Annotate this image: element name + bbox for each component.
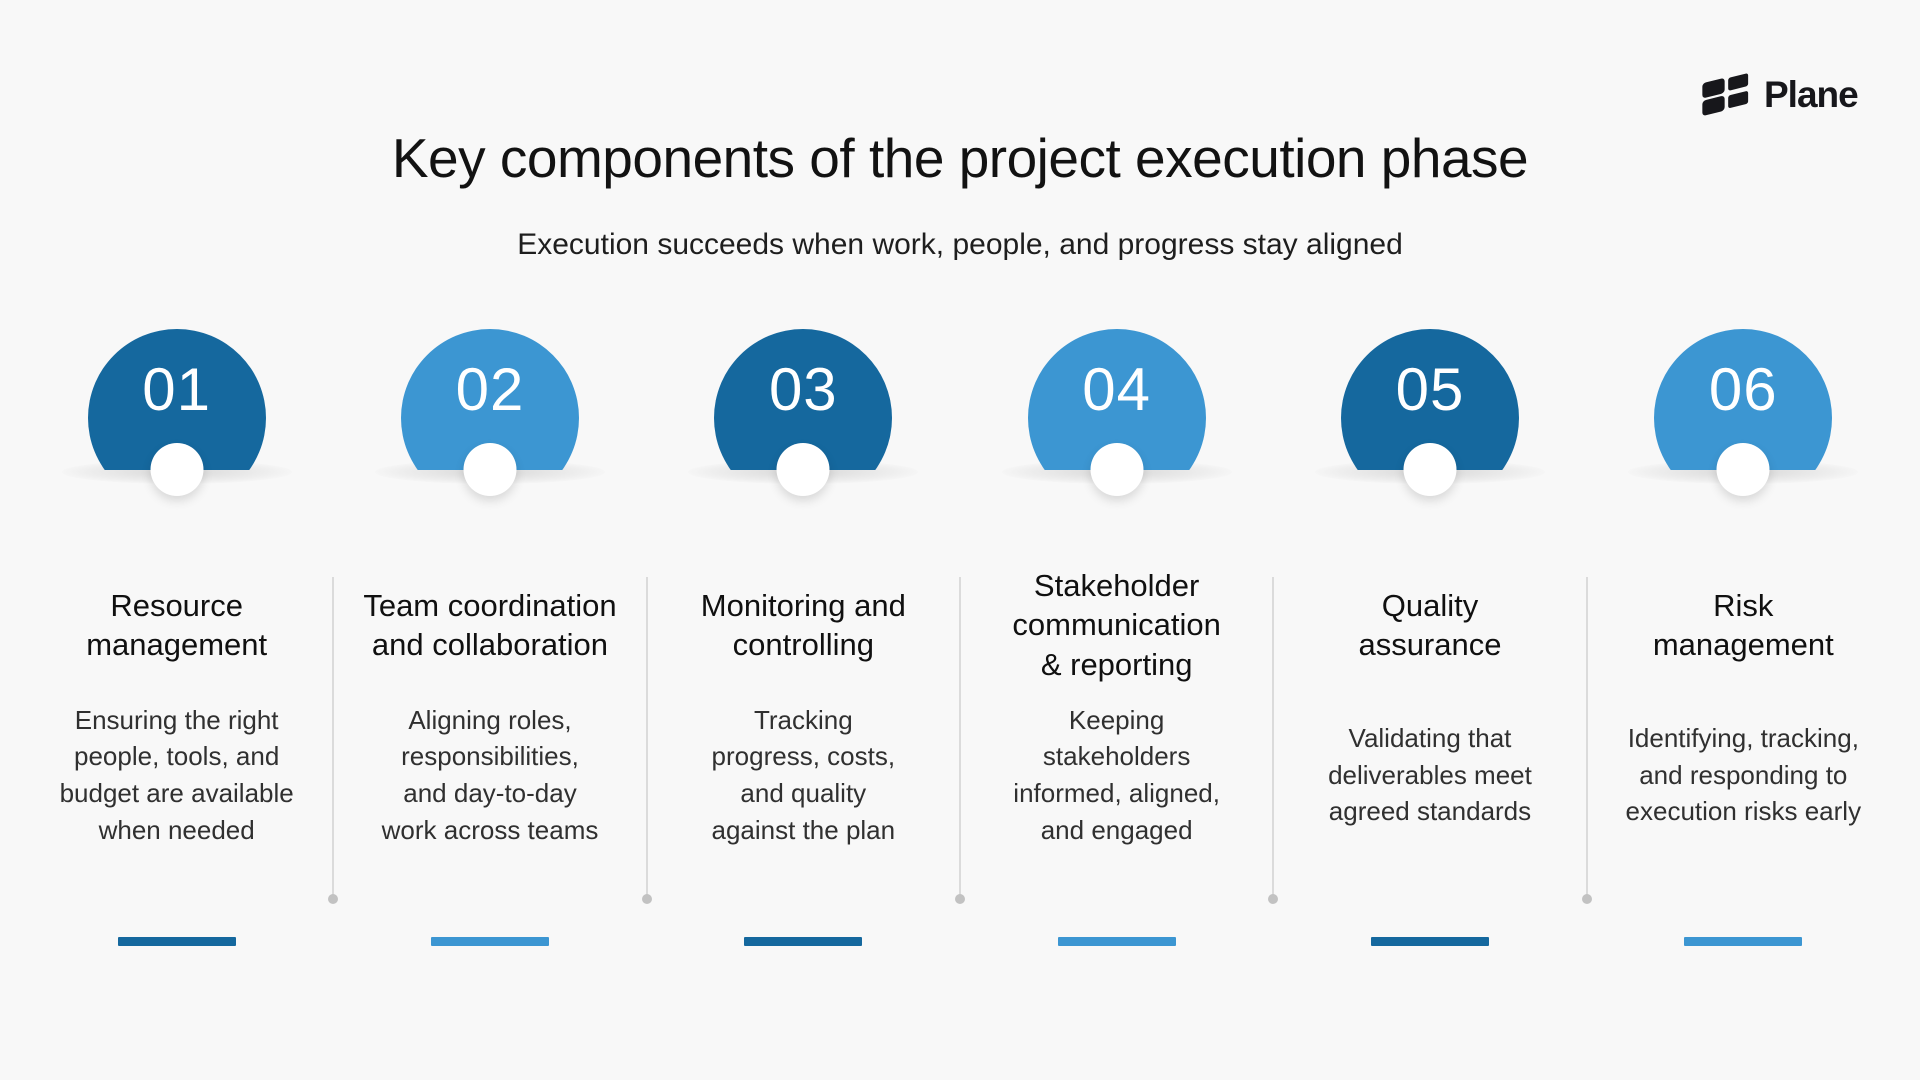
- step-description: Tracking progress, costs, and quality ag…: [711, 704, 896, 845]
- step-column: 01 Resource management Ensuring the righ…: [20, 320, 335, 980]
- step-description: Keeping stakeholders informed, aligned, …: [1013, 704, 1220, 845]
- step-accent-bar: [430, 937, 549, 946]
- step-accent-bar: [117, 937, 236, 946]
- step-description: Identifying, tracking, and responding to…: [1625, 723, 1862, 827]
- step-accent-bar: [1370, 937, 1489, 946]
- ball-white-dot: [150, 443, 204, 496]
- step-title: Quality assurance: [1358, 587, 1502, 662]
- step-title: Stakeholder communication & reporting: [1012, 567, 1221, 682]
- step-title: Team coordination and collaboration: [363, 587, 617, 662]
- column-divider: [958, 577, 961, 900]
- step-number-badge: 04: [1001, 329, 1232, 501]
- step-title: Resource management: [86, 587, 268, 662]
- step-number: 01: [142, 356, 212, 423]
- step-accent-bar: [1684, 937, 1803, 946]
- step-accent-bar: [1057, 937, 1176, 946]
- ball-white-dot: [1403, 443, 1457, 496]
- step-number: 06: [1708, 356, 1778, 423]
- step-title: Monitoring and controlling: [700, 587, 906, 662]
- column-divider: [332, 577, 335, 900]
- step-number: 04: [1082, 356, 1152, 423]
- plane-logo-icon: [1702, 71, 1751, 116]
- number-circle: 01: [87, 329, 266, 470]
- ball-white-dot: [463, 443, 517, 496]
- ball-clip: 01: [87, 329, 266, 470]
- step-number-badge: 01: [61, 329, 292, 501]
- step-title: Risk management: [1652, 587, 1834, 662]
- step-number-badge: 06: [1628, 329, 1859, 501]
- steps-row: 01 Resource management Ensuring the righ…: [20, 320, 1900, 1000]
- step-column: 04 Stakeholder communication & reporting…: [960, 320, 1275, 980]
- page-title: Key components of the project execution …: [391, 127, 1529, 189]
- step-number: 02: [455, 356, 525, 423]
- step-number-badge: 05: [1314, 329, 1545, 501]
- step-column: 05 Quality assurance Validating that del…: [1273, 320, 1588, 980]
- step-number: 05: [1395, 356, 1465, 423]
- column-divider: [1272, 577, 1275, 900]
- step-column: 06 Risk management Identifying, tracking…: [1587, 320, 1900, 980]
- column-divider: [1585, 577, 1588, 900]
- ball-white-dot: [776, 443, 830, 496]
- step-column: 03 Monitoring and controlling Tracking p…: [647, 320, 961, 980]
- step-description: Aligning roles, responsibilities, and da…: [381, 704, 599, 845]
- step-column: 02 Team coordination and collaboration A…: [333, 320, 648, 980]
- ball-white-dot: [1716, 443, 1770, 496]
- step-number: 03: [768, 356, 838, 423]
- brand-logo: Plane: [1700, 70, 1859, 120]
- step-accent-bar: [744, 937, 863, 946]
- step-number-badge: 02: [374, 329, 605, 501]
- ball-white-dot: [1090, 443, 1144, 496]
- step-description: Validating that deliverables meet agreed…: [1328, 723, 1532, 827]
- page-subtitle: Execution succeeds when work, people, an…: [517, 228, 1403, 261]
- brand-name: Plane: [1764, 74, 1859, 115]
- column-divider: [645, 577, 648, 900]
- step-description: Ensuring the right people, tools, and bu…: [59, 704, 294, 845]
- step-number-badge: 03: [688, 329, 919, 501]
